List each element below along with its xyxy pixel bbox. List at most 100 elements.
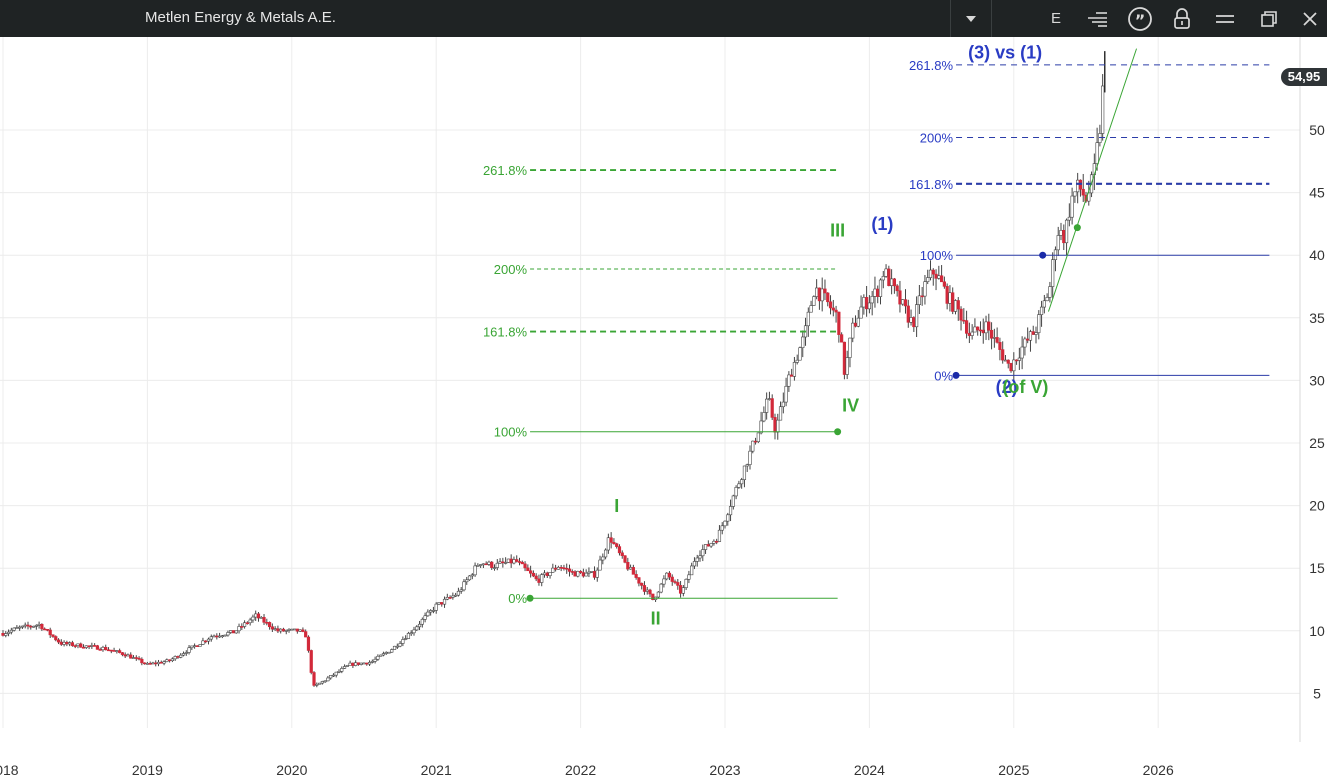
candle-up	[370, 661, 374, 663]
candle-up	[31, 625, 36, 628]
candle-down	[1062, 229, 1066, 244]
lock-button[interactable]	[1170, 0, 1194, 37]
candle-up	[928, 269, 933, 278]
price-chart[interactable]: 5101520253035404550201820192020202120222…	[0, 37, 1327, 779]
candle-up	[695, 557, 699, 562]
candle-up	[12, 627, 16, 631]
candle-up	[212, 635, 216, 638]
candle-up	[762, 412, 766, 422]
candle-up	[259, 617, 263, 619]
candle-down	[195, 645, 199, 647]
e-button[interactable]: E	[1050, 10, 1061, 27]
dropdown-button[interactable]	[958, 0, 984, 37]
candle-down	[59, 641, 63, 645]
candle-down	[484, 563, 488, 566]
candle-up	[90, 645, 94, 647]
candle-up	[801, 336, 805, 349]
candle-up	[845, 357, 849, 375]
candle-up	[551, 567, 555, 573]
y-tick-label: 10	[1309, 623, 1325, 639]
y-tick-label: 15	[1309, 560, 1325, 576]
candle-up	[420, 619, 424, 625]
y-tick-label: 5	[1313, 685, 1321, 701]
candle-down	[753, 440, 758, 443]
candle-up	[717, 529, 722, 542]
candle-up	[684, 578, 688, 588]
candle-up	[665, 572, 669, 580]
candle-up	[973, 326, 977, 333]
candle-up	[1012, 359, 1016, 372]
candle-down	[176, 656, 180, 658]
candle-up	[701, 549, 705, 557]
candle-down	[159, 661, 163, 664]
candle-up	[406, 633, 411, 639]
candle-down	[509, 558, 513, 564]
candle-down	[231, 630, 236, 634]
candle-down	[956, 300, 960, 310]
candle-up	[1076, 179, 1080, 193]
candle-up	[173, 656, 177, 660]
candle-up	[209, 636, 213, 640]
candle-down	[120, 652, 125, 655]
candle-up	[548, 571, 552, 577]
candle-up	[1017, 357, 1021, 361]
candle-up	[273, 628, 277, 630]
candle-up	[492, 567, 497, 569]
candle-down	[962, 319, 966, 322]
candle-down	[29, 625, 33, 628]
list-button[interactable]	[1084, 0, 1110, 37]
candle-up	[37, 623, 41, 626]
candle-up	[1101, 85, 1105, 134]
candle-up	[767, 398, 772, 400]
candle-up	[315, 683, 319, 686]
candle-down	[615, 543, 619, 547]
candle-down	[65, 641, 69, 645]
restore-button[interactable]	[1257, 0, 1281, 37]
candle-down	[790, 374, 794, 377]
candle-up	[20, 625, 25, 628]
candle-down	[906, 305, 910, 323]
candle-up	[237, 626, 241, 632]
candle-up	[340, 668, 344, 672]
candle-up	[198, 644, 202, 647]
candle-down	[567, 568, 572, 572]
y-tick-label: 45	[1309, 185, 1325, 201]
x-tick-label: 2018	[0, 762, 19, 778]
quote-button[interactable]: ”	[1126, 0, 1154, 37]
candle-up	[595, 569, 599, 578]
candle-down	[123, 654, 127, 657]
blue-fib-label: 100%	[920, 248, 954, 263]
candle-up	[426, 611, 430, 617]
candle-up	[740, 479, 744, 485]
candle-down	[995, 337, 999, 343]
candle-up	[778, 406, 783, 421]
candle-down	[93, 645, 97, 647]
candle-up	[590, 571, 594, 573]
minimize-button[interactable]	[1212, 0, 1238, 37]
candle-up	[1070, 195, 1074, 218]
candle-up	[367, 662, 372, 665]
candle-up	[470, 574, 474, 577]
candle-down	[964, 320, 969, 334]
candle-down	[634, 574, 638, 578]
candle-up	[348, 662, 352, 666]
candle-up	[878, 279, 883, 297]
candle-down	[168, 659, 172, 662]
candle-up	[145, 663, 150, 665]
candle-up	[187, 647, 191, 653]
candle-down	[1026, 338, 1030, 341]
close-button[interactable]	[1298, 0, 1322, 37]
candle-down	[898, 290, 902, 305]
candle-up	[992, 337, 996, 339]
candle-up	[4, 633, 8, 636]
candle-down	[631, 567, 635, 575]
candle-up	[720, 525, 724, 531]
candle-up	[456, 590, 461, 596]
candle-up	[712, 540, 716, 544]
candle-down	[570, 571, 574, 573]
candle-down	[837, 311, 841, 335]
candle-down	[309, 650, 313, 673]
candle-up	[1067, 216, 1071, 221]
candle-up	[342, 666, 347, 669]
candle-up	[451, 595, 455, 598]
